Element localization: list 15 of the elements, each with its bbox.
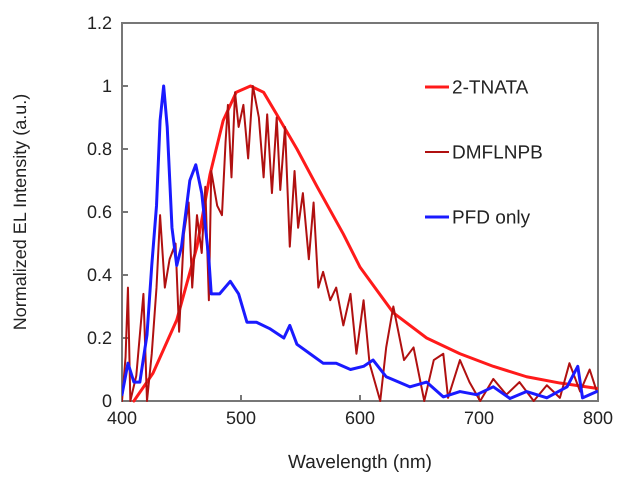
x-tick-label: 600 xyxy=(344,408,376,428)
x-axis-title: Wavelength (nm) xyxy=(288,452,432,473)
y-tick-label: 0.4 xyxy=(86,264,112,285)
x-tick-label: 700 xyxy=(464,408,494,428)
y-tick-label: 0.2 xyxy=(86,328,112,348)
legend-label: DMFLNPB xyxy=(452,142,543,164)
y-tick-label: 1 xyxy=(102,76,112,96)
x-tick-label: 800 xyxy=(582,408,614,428)
y-tick-label: 0.6 xyxy=(86,202,112,222)
legend-label: PFD only xyxy=(452,208,531,229)
y-tick-label: 0.8 xyxy=(86,138,112,159)
legend-label: 2-TNATA xyxy=(452,78,529,99)
x-tick-label: 500 xyxy=(226,408,256,428)
y-tick-label: 1.2 xyxy=(86,12,112,33)
y-axis-title: Normalized EL Intensity (a.u.) xyxy=(10,94,30,330)
